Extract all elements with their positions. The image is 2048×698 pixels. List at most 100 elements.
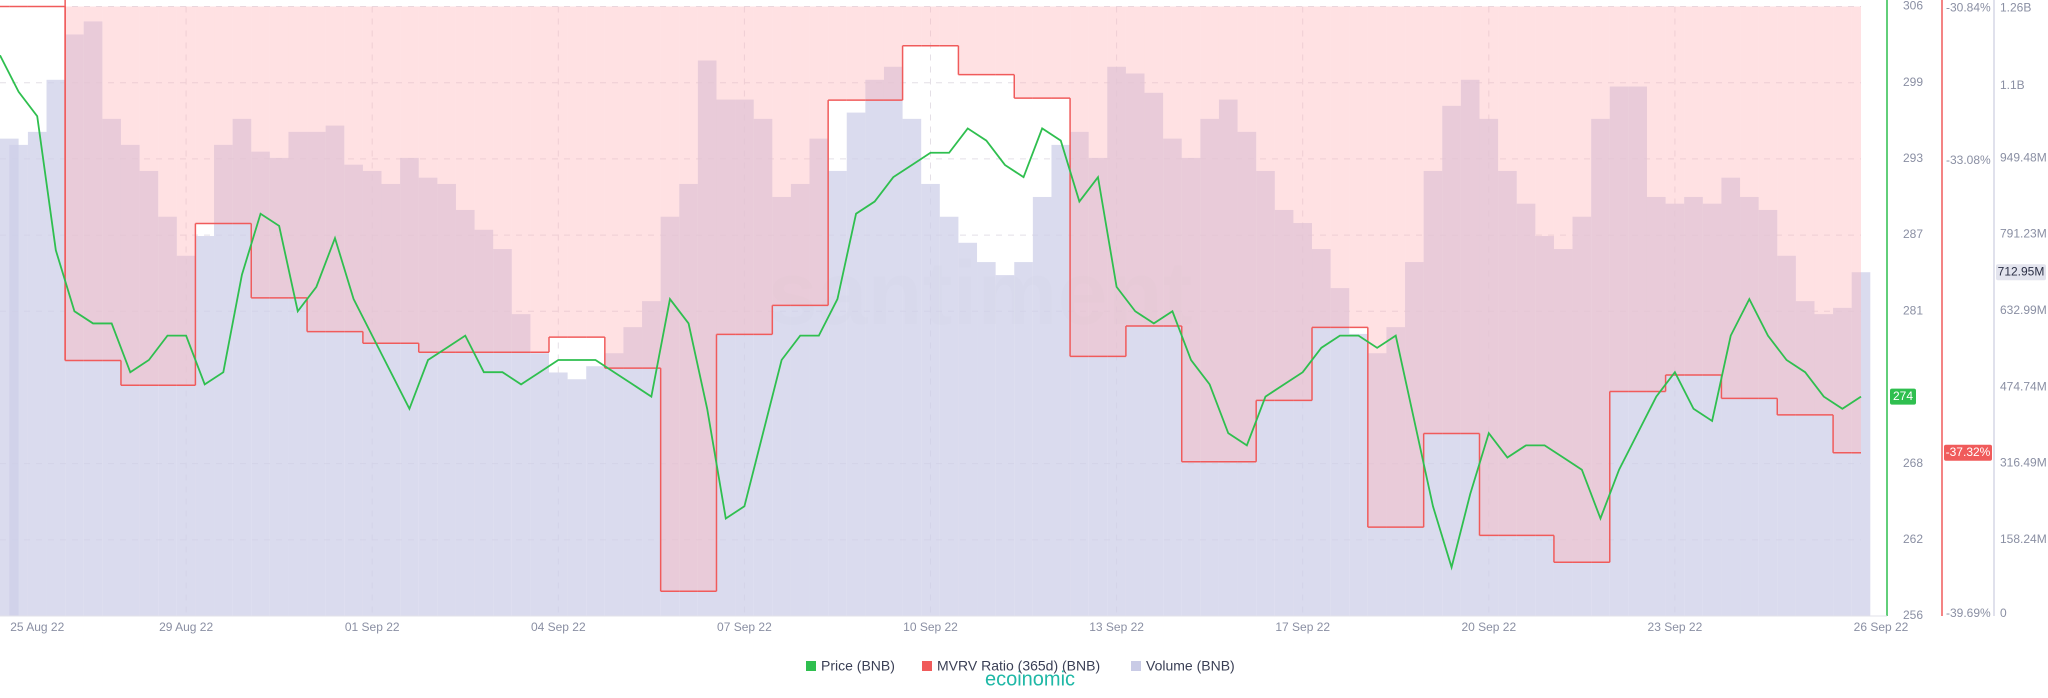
price-line [0,54,1862,571]
mvrv-fill [623,6,643,369]
mvrv-fill [772,6,791,306]
volume-bar [1535,236,1554,616]
volume-bar [46,79,66,616]
mvrv-fill [642,6,661,369]
x-tick-label: 01 Sep 22 [345,620,400,634]
volume-bar [1218,99,1238,617]
volume-bar [548,372,568,616]
volume-bar [27,131,47,617]
mvrv-fill [679,6,698,592]
mvrv-fill [548,6,568,338]
x-tick-label: 10 Sep 22 [903,620,958,634]
y2-tick-label: -39.69% [1946,606,1991,620]
volume-bar [269,157,289,617]
mvrv-fill [809,6,829,306]
volume-bar [772,196,791,616]
mvrv-fill [1758,6,1778,399]
mvrv-fill [1498,6,1517,536]
volume-bar [995,275,1015,616]
mvrv-fill [455,6,475,353]
mvrv-fill [1684,6,1703,375]
mvrv-fill [1181,6,1201,462]
volume-bar [1107,66,1126,617]
mvrv-fill [1777,6,1796,415]
mvrv-fill [1628,6,1647,392]
mvrv-fill [344,6,363,332]
mvrv-fill [362,6,382,344]
mvrv-fill [1460,6,1480,434]
y2-tick-label: -33.08% [1946,153,1991,167]
volume-bar [381,183,401,616]
mvrv-fill [1646,6,1666,392]
mvrv-fill [846,6,866,101]
legend-swatch [1131,661,1141,671]
mvrv-fill [902,6,922,46]
volume-bar [1851,272,1871,616]
mvrv-fill [977,6,996,75]
mvrv-fill [437,6,456,353]
mvrv-fill [1833,6,1852,453]
mvrv-fill [1349,6,1368,328]
volume-bar [232,118,252,617]
volume-bar [1181,157,1201,617]
mvrv-fill [1051,6,1071,99]
mvrv-fill [1330,6,1350,328]
volume-bar [195,236,215,616]
y-tick-label: 281 [1903,303,1923,317]
legend-swatch [922,661,932,671]
volume-bar [1553,249,1573,617]
volume-bar [1144,92,1164,616]
volume-bar [530,353,549,616]
mvrv-fill [697,6,717,592]
volume-bar [1125,73,1145,617]
volume-bar [679,183,698,616]
y3-tick-label: 791.23M [2000,227,2047,241]
volume-bar [1665,203,1685,616]
volume-bar [9,144,28,616]
mvrv-fill [530,6,549,353]
volume-bar [1721,177,1741,616]
volume-bar [790,183,810,616]
value-badge [1890,388,1916,405]
mvrv-fill [1814,6,1834,415]
mvrv-fill [790,6,810,306]
mvrv-fill [65,6,84,361]
volume-bar [344,164,363,617]
mvrv-fill [1312,6,1331,328]
x-tick-label: 13 Sep 22 [1089,620,1144,634]
volume-bar [1740,196,1759,616]
mvrv-fill [269,6,289,298]
mvrv-fill [1274,6,1294,401]
y3-tick-label: 316.49M [2000,456,2047,470]
mvrv-fill [958,6,978,75]
value-badge-label: -37.32% [1946,445,1991,459]
y-tick-label: 262 [1903,532,1923,546]
mvrv-fill [1721,6,1741,399]
mvrv-fill [120,6,140,386]
mvrv-fill [567,6,587,338]
mvrv-fill [474,6,494,353]
mvrv-fill [381,6,401,344]
legend-swatch [806,661,816,671]
volume-bar [809,138,829,616]
volume-bar [846,112,866,616]
volume-bar [1646,196,1666,616]
mvrv-fill [1256,6,1275,401]
mvrv-fill [325,6,345,332]
mvrv-fill [418,6,438,353]
x-tick-label: 07 Sep 22 [717,620,772,634]
volume-bar [139,170,159,616]
mvrv-fill [865,6,884,101]
mvrv-fill [1237,6,1257,462]
mvrv-fill [604,6,624,369]
mvrv-fill [1125,6,1145,327]
volume-bar [921,183,940,616]
mvrv-fill [1218,6,1238,462]
mvrv-fill [753,6,773,335]
volume-bar [307,131,326,617]
volume-bar [214,144,233,616]
volume-bar [1312,249,1331,617]
volume-bar [1516,203,1536,616]
y-tick-label: 299 [1903,75,1923,89]
volume-bar [400,157,419,617]
